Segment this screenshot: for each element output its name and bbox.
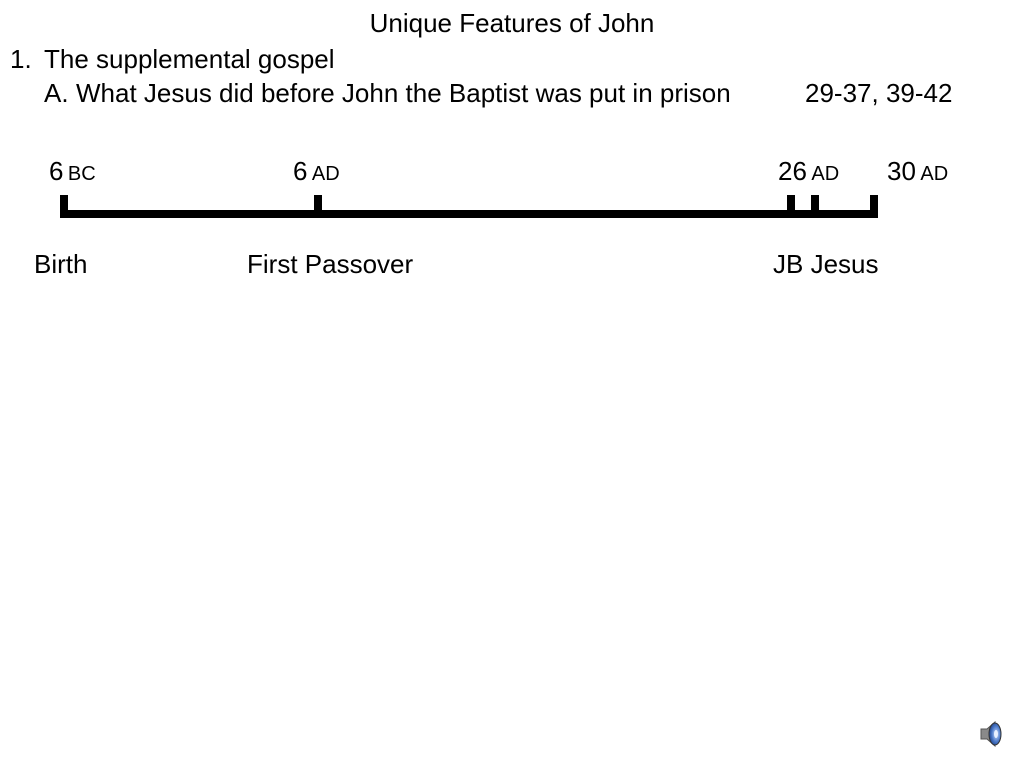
event-label-first-passover: First Passover [247,249,414,279]
outline-item-1-number: 1. [10,44,32,74]
date-era: BC [67,163,96,185]
timeline-tick-birth [60,195,68,218]
date-label-6bc: 6 BC [49,156,96,187]
timeline-tick-jesus [811,195,819,218]
timeline-tick-end [870,195,878,218]
slide-title: Unique Features of John [369,8,655,38]
timeline-tick-first-passover [314,195,322,218]
event-label-jb-jesus: JB Jesus [773,249,879,279]
outline-item-1-text: The supplemental gospel [44,44,335,74]
outline-item-a-reference: 29-37, 39-42 [805,78,953,108]
timeline-tick-jb [787,195,795,218]
date-number: 6 [49,156,64,186]
outline-item-a-text: What Jesus did before John the Baptist w… [76,78,731,108]
date-label-30ad: 30 AD [887,156,948,187]
date-number: 30 [887,156,916,186]
date-era: AD [920,163,949,185]
date-label-6ad: 6 AD [293,156,340,187]
event-label-birth: Birth [34,249,88,279]
timeline-bar [60,210,878,218]
speaker-icon-graphic [980,720,1002,748]
outline-item-a-letter: A. [44,78,69,108]
speaker-icon[interactable] [975,717,1009,751]
date-number: 26 [778,156,807,186]
date-era: AD [811,163,840,185]
date-label-26ad: 26 AD [778,156,839,187]
date-era: AD [311,163,340,185]
date-number: 6 [293,156,308,186]
